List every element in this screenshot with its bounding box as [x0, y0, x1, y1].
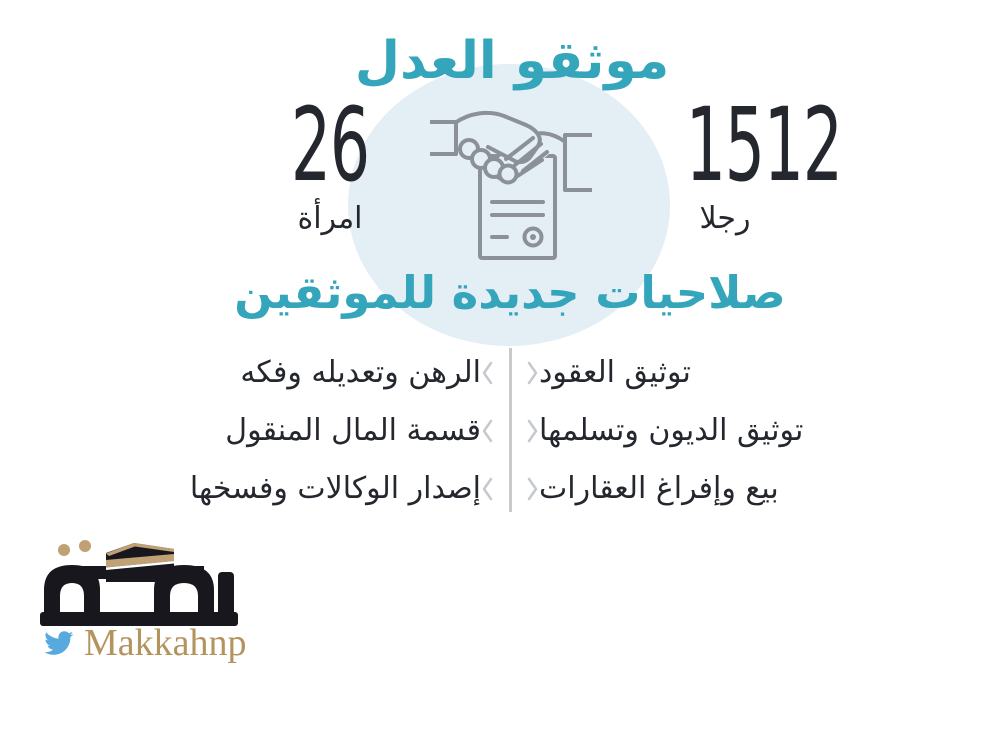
stat-men-value: 1512	[685, 86, 843, 205]
stat-women: 26 امرأة	[248, 86, 412, 236]
stat-men-label: رجلا	[699, 200, 751, 236]
power-row-1: الرهن وتعديله وفكه توثيق العقود	[160, 344, 860, 402]
power-item-label: الرهن وتعديله وفكه	[240, 355, 481, 390]
powers-list: الرهن وتعديله وفكه توثيق العقود قسمة الم…	[160, 344, 860, 518]
makkah-kaaba-logo-icon	[38, 538, 238, 634]
outward-chevrons-icon	[481, 476, 539, 502]
power-row-3: إصدار الوكالات وفسخها بيع وإفراغ العقارا…	[160, 460, 860, 518]
handshake-contract-icon	[428, 110, 594, 269]
chevron-left-icon	[482, 361, 493, 385]
twitter-handle: Makkahnp	[84, 622, 247, 664]
stat-women-label: امرأة	[297, 200, 363, 236]
power-row-2: قسمة المال المنقول توثيق الديون وتسلمها	[160, 402, 860, 460]
power-item-label: بيع وإفراغ العقارات	[539, 471, 779, 506]
chevron-left-icon	[482, 477, 493, 501]
page-title: موثقو العدل	[354, 31, 670, 91]
outward-chevrons-icon	[481, 418, 539, 444]
section-subtitle: صلاحيات جديدة للموثقين	[234, 266, 786, 319]
stat-men: 1512 رجلا	[638, 95, 843, 236]
stat-women-value: 26	[290, 86, 370, 205]
twitter-bird-icon	[44, 631, 74, 655]
chevron-right-icon	[527, 477, 538, 501]
power-item-label: توثيق الديون وتسلمها	[539, 413, 804, 448]
chevron-right-icon	[527, 361, 538, 385]
power-item-label: إصدار الوكالات وفسخها	[189, 471, 481, 506]
chevron-left-icon	[482, 419, 493, 443]
power-item-label: توثيق العقود	[539, 355, 691, 390]
outward-chevrons-icon	[481, 360, 539, 386]
chevron-right-icon	[527, 419, 538, 443]
power-item-label: قسمة المال المنقول	[225, 413, 481, 448]
vertical-divider	[509, 348, 512, 512]
twitter-credit: Makkahnp	[42, 624, 247, 662]
